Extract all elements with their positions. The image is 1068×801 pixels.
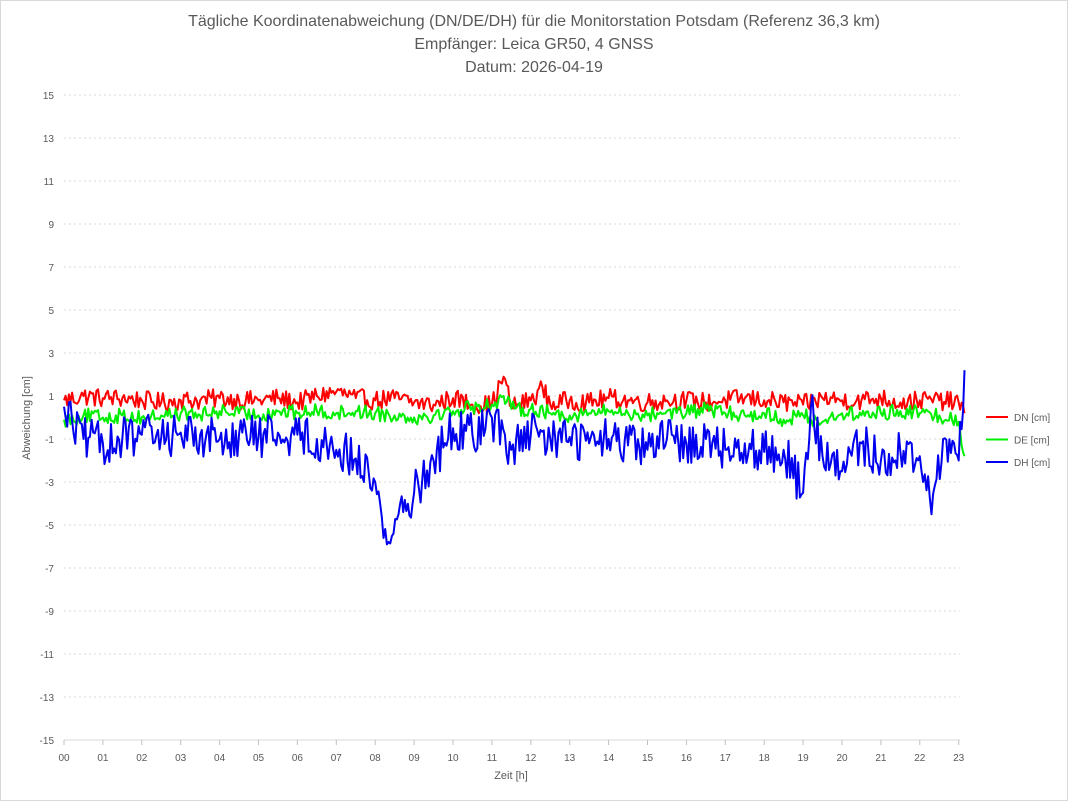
x-tick-label: 10 bbox=[447, 753, 459, 764]
legend-label: DN [cm] bbox=[1014, 413, 1050, 424]
y-tick-label: -3 bbox=[45, 478, 54, 489]
series-line-de bbox=[63, 394, 966, 457]
x-tick-label: 14 bbox=[603, 753, 615, 764]
chart-title-line-2: Empfänger: Leica GR50, 4 GNSS bbox=[414, 36, 654, 53]
x-tick-label: 04 bbox=[214, 753, 226, 764]
x-tick-label: 18 bbox=[759, 753, 771, 764]
series-lines bbox=[63, 370, 966, 546]
x-tick-label: 19 bbox=[798, 753, 810, 764]
y-tick-label: -15 bbox=[40, 736, 55, 747]
y-tick-label: 7 bbox=[48, 263, 54, 274]
y-tick-label: 13 bbox=[43, 134, 55, 145]
y-tick-label: -7 bbox=[45, 564, 54, 575]
x-tick-label: 20 bbox=[836, 753, 848, 764]
x-tick-label: 11 bbox=[487, 753, 498, 764]
y-tick-label: -13 bbox=[40, 693, 55, 704]
x-tick-label: 07 bbox=[331, 753, 343, 764]
y-tick-label: 15 bbox=[43, 91, 55, 102]
legend-label: DE [cm] bbox=[1014, 436, 1050, 447]
x-tick-label: 03 bbox=[175, 753, 187, 764]
series-line-dh bbox=[63, 370, 966, 546]
y-tick-label: 11 bbox=[44, 177, 55, 188]
x-tick-label: 12 bbox=[525, 753, 537, 764]
x-tick-label: 15 bbox=[642, 753, 654, 764]
y-tick-labels: 15 13 11 9 7 5 3 1 -1 -3 -5 -7 -9 -11 -13 -15 bbox=[40, 91, 55, 747]
y-tick-label: -9 bbox=[45, 607, 54, 618]
x-axis-title: Zeit [h] bbox=[494, 770, 528, 782]
x-tick-labels: 00 01 02 03 04 05 06 07 08 09 10 11 12 13 14 15 16 17 18 19… bbox=[58, 740, 965, 764]
y-tick-label: 9 bbox=[48, 220, 54, 231]
x-tick-label: 17 bbox=[720, 753, 732, 764]
y-tick-label: -1 bbox=[45, 435, 54, 446]
y-tick-label: 1 bbox=[48, 392, 54, 403]
y-tick-label: -5 bbox=[45, 521, 54, 532]
x-tick-label: 00 bbox=[58, 753, 70, 764]
x-tick-label: 09 bbox=[409, 753, 421, 764]
x-tick-label: 05 bbox=[253, 753, 265, 764]
x-tick-label: 21 bbox=[875, 753, 887, 764]
series-line-dn bbox=[63, 375, 966, 416]
y-tick-label: -11 bbox=[40, 650, 54, 661]
x-tick-label: 02 bbox=[136, 753, 148, 764]
legend-label: DH [cm] bbox=[1014, 458, 1050, 469]
y-tick-label: 3 bbox=[48, 349, 54, 360]
x-tick-label: 01 bbox=[97, 753, 109, 764]
x-tick-label: 06 bbox=[292, 753, 304, 764]
y-axis-title: Abweichung [cm] bbox=[21, 376, 33, 460]
x-tick-label: 23 bbox=[953, 753, 965, 764]
chart-title-line-3: Datum: 2026-04-19 bbox=[465, 59, 603, 76]
x-tick-label: 22 bbox=[914, 753, 926, 764]
x-tick-label: 16 bbox=[681, 753, 693, 764]
chart-title-line-1: Tägliche Koordinatenabweichung (DN/DE/DH… bbox=[188, 13, 880, 30]
y-tick-label: 5 bbox=[48, 306, 54, 317]
legend: DN [cm] DE [cm] DH [cm] bbox=[986, 413, 1050, 469]
x-tick-label: 13 bbox=[564, 753, 576, 764]
grid bbox=[64, 94, 960, 741]
x-tick-label: 08 bbox=[370, 753, 382, 764]
